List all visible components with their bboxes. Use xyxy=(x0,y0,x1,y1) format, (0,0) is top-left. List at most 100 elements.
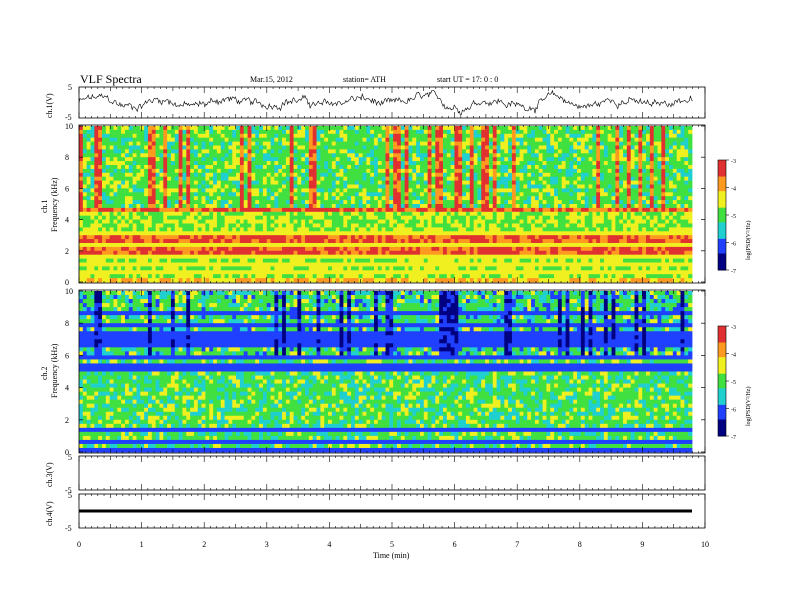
heatmap-cell xyxy=(634,165,639,170)
heatmap-cell xyxy=(308,243,314,248)
heatmap-cell xyxy=(400,149,406,154)
heatmap-cell xyxy=(190,231,195,236)
heatmap-cell xyxy=(623,192,628,197)
heatmap-cell xyxy=(584,129,589,135)
heatmap-cell xyxy=(416,168,421,174)
heatmap-cell xyxy=(285,215,291,220)
heatmap-cell xyxy=(473,211,478,217)
heatmap-cell xyxy=(531,211,536,217)
heatmap-cell xyxy=(136,161,141,166)
heatmap-cell xyxy=(665,149,670,154)
heatmap-cell xyxy=(542,219,547,224)
heatmap-cell xyxy=(538,184,543,189)
heatmap-cell xyxy=(396,231,402,236)
heatmap-cell xyxy=(174,180,180,185)
heatmap-cell xyxy=(596,219,601,224)
heatmap-cell xyxy=(596,172,601,178)
heatmap-cell xyxy=(289,149,294,154)
heatmap-cell xyxy=(94,184,99,189)
heatmap-cell xyxy=(351,235,356,240)
heatmap-cell xyxy=(400,231,406,236)
heatmap-cell xyxy=(400,188,406,193)
heatmap-cell xyxy=(657,239,662,244)
heatmap-cell xyxy=(144,180,149,185)
heatmap-cell xyxy=(584,243,589,248)
heatmap-cell xyxy=(312,227,317,232)
heatmap-cell xyxy=(301,235,306,240)
heatmap-cell xyxy=(236,161,241,166)
heatmap-cell xyxy=(305,243,310,248)
heatmap-cell xyxy=(542,196,547,201)
heatmap-cell xyxy=(297,235,302,240)
heatmap-cell xyxy=(442,137,448,142)
heatmap-cell xyxy=(121,215,126,220)
heatmap-cell xyxy=(155,133,160,139)
heatmap-cell xyxy=(251,176,256,181)
heatmap-cell xyxy=(508,239,513,244)
heatmap-cell xyxy=(347,145,352,150)
heatmap-cell xyxy=(577,141,582,146)
heatmap-cell xyxy=(370,184,375,189)
heatmap-cell xyxy=(423,172,429,178)
heatmap-cell xyxy=(159,239,164,244)
heatmap-cell xyxy=(615,184,620,189)
heatmap-cell xyxy=(500,204,505,209)
heatmap-cell xyxy=(603,168,609,174)
heatmap-cell xyxy=(82,207,88,213)
heatmap-cell xyxy=(611,165,616,170)
heatmap-cell xyxy=(339,172,344,178)
heatmap-cell xyxy=(557,126,563,131)
heatmap-cell xyxy=(615,196,620,201)
heatmap-cell xyxy=(278,172,283,178)
heatmap-cell xyxy=(542,215,547,220)
heatmap-cell xyxy=(331,172,337,178)
heatmap-cell xyxy=(335,231,340,236)
heatmap-cell xyxy=(155,161,160,166)
heatmap-cell xyxy=(282,235,287,240)
heatmap-cell xyxy=(615,172,620,178)
heatmap-cell xyxy=(289,161,294,166)
heatmap-cell xyxy=(105,239,111,244)
heatmap-cell xyxy=(396,219,402,224)
heatmap-cell xyxy=(588,168,593,174)
heatmap-cell xyxy=(481,200,486,205)
heatmap-cell xyxy=(213,223,218,228)
heatmap-cell xyxy=(147,243,153,248)
heatmap-cell xyxy=(232,219,237,224)
heatmap-cell xyxy=(615,231,620,236)
heatmap-cell xyxy=(657,180,662,185)
heatmap-cell xyxy=(351,211,356,217)
heatmap-cell xyxy=(247,141,252,146)
heatmap-cell xyxy=(308,215,314,220)
heatmap-cell xyxy=(550,239,555,244)
heatmap-cell xyxy=(557,243,563,248)
heatmap-cell xyxy=(312,243,317,248)
heatmap-cell xyxy=(584,168,589,174)
heatmap-cell xyxy=(439,204,444,209)
heatmap-cell xyxy=(381,161,386,166)
heatmap-cell xyxy=(278,126,283,131)
heatmap-cell xyxy=(351,207,356,213)
heatmap-cell xyxy=(531,192,536,197)
heatmap-cell xyxy=(600,239,605,244)
heatmap-cell xyxy=(534,231,540,236)
heatmap-cell xyxy=(163,204,168,209)
heatmap-cell xyxy=(98,126,103,131)
heatmap-cell xyxy=(565,231,570,236)
heatmap-cell xyxy=(113,211,118,217)
heatmap-cell xyxy=(565,129,570,135)
heatmap-cell xyxy=(534,126,540,131)
heatmap-cell xyxy=(251,149,256,154)
heatmap-cell xyxy=(140,141,145,146)
heatmap-cell xyxy=(534,243,540,248)
heatmap-cell xyxy=(140,168,145,174)
heatmap-cell xyxy=(182,231,187,236)
heatmap-cell xyxy=(193,129,199,135)
heatmap-cell xyxy=(236,145,241,150)
heatmap-cell xyxy=(201,168,206,174)
heatmap-cell xyxy=(121,188,126,193)
heatmap-cell xyxy=(282,207,287,213)
heatmap-cell xyxy=(82,176,88,181)
heatmap-cell xyxy=(577,235,582,240)
heatmap-cell xyxy=(205,172,210,178)
